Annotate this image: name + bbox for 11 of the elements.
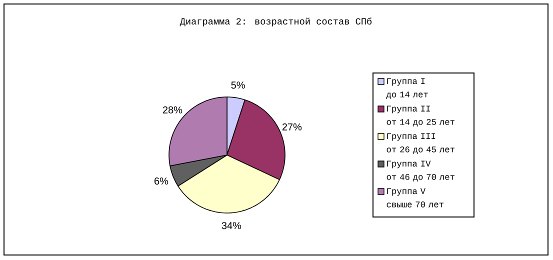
legend-label: Группа V свыше 70 лет [386,188,444,208]
legend-label: Группа I до 14 лет [386,78,428,100]
legend-label: Группа III от 26 до 45 лет [386,133,454,154]
data-label: 28% [162,106,182,114]
data-label: 27% [282,123,302,130]
legend-label: Группа IV от 46 до 70 лет [386,160,454,182]
chart-title: Диаграмма 2: возрастной состав СПб [180,18,372,26]
data-label: 34% [222,222,242,230]
legend-label: Группа II от 14 до 25 лет [386,106,454,127]
data-label: 6% [154,178,168,185]
data-label: 5% [231,82,245,89]
